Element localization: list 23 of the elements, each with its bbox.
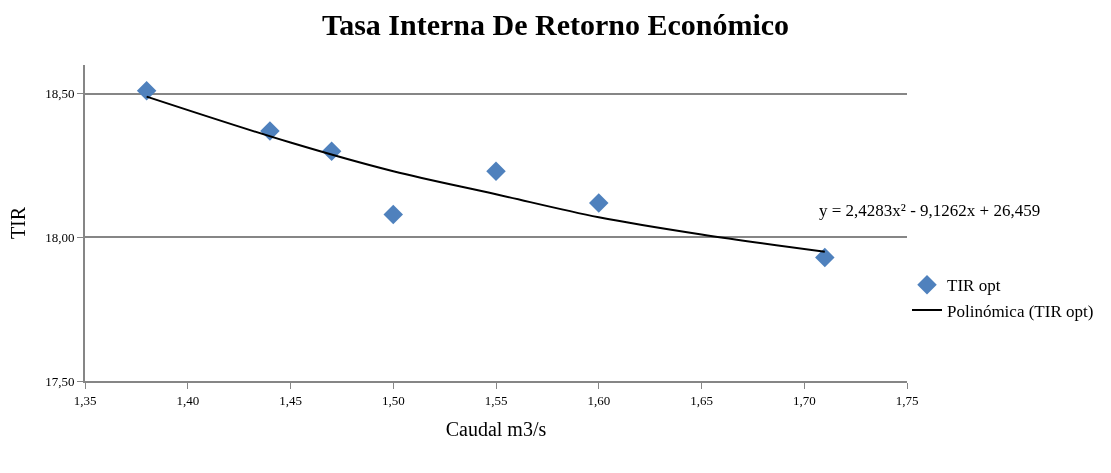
chart-title: Tasa Interna De Retorno Económico — [321, 8, 790, 42]
y-tick-label: 17,50 — [45, 373, 75, 389]
x-tick-label: 1,65 — [690, 392, 713, 408]
y-tick-label: 18,00 — [45, 229, 75, 245]
x-tick-label: 1,70 — [792, 392, 816, 408]
x-tick-label: 1,60 — [587, 392, 611, 408]
point — [383, 204, 403, 225]
x-tick-label: 1,40 — [176, 392, 200, 408]
x-tick-label: 1,35 — [73, 392, 97, 408]
y-tick-label: 18,50 — [45, 86, 75, 102]
annotation: y = 2,4283x² - 9,1262x + 26,459 — [819, 201, 1041, 220]
point — [815, 247, 835, 268]
point — [589, 193, 609, 213]
x-tick-label: 1,75 — [895, 392, 919, 408]
legend-label: TIR opt — [947, 276, 1001, 296]
point — [486, 161, 506, 182]
x-tick-label: 1,55 — [484, 392, 508, 408]
point — [136, 81, 157, 101]
y-axis-title: TIR — [7, 206, 30, 240]
x-tick-label: 1,45 — [279, 392, 302, 408]
x-axis-title: Caudal m3/s — [445, 417, 547, 440]
legend-label: Polinómica (TIR opt) — [947, 301, 1094, 321]
x-tick-label: 1,50 — [381, 392, 405, 408]
